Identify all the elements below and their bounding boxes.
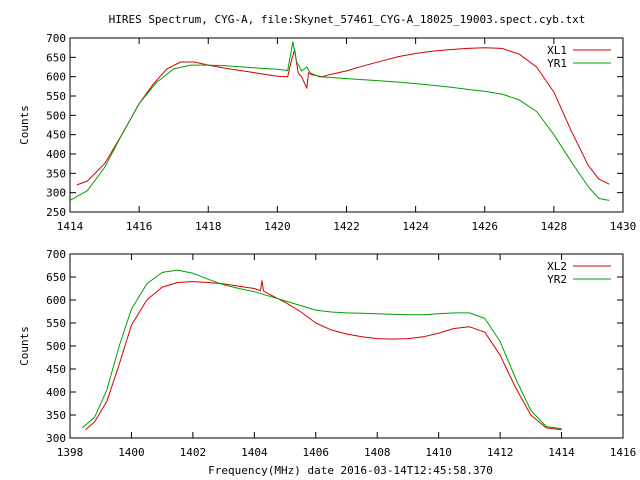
y-tick-label: 700 <box>46 248 66 261</box>
y-tick-label: 550 <box>46 317 66 330</box>
y-tick-label: 450 <box>46 129 66 142</box>
x-tick-label: 1410 <box>425 446 452 459</box>
y-tick-label: 600 <box>46 294 66 307</box>
legend-label-xl1: XL1 <box>547 44 567 57</box>
series-line-yr1 <box>69 41 610 201</box>
x-tick-label: 1416 <box>126 220 153 233</box>
x-tick-label: 1428 <box>541 220 568 233</box>
x-tick-label: 1402 <box>180 446 207 459</box>
x-tick-label: 1426 <box>472 220 499 233</box>
chart-title: HIRES Spectrum, CYG-A, file:Skynet_57461… <box>109 13 586 26</box>
x-tick-label: 1424 <box>402 220 429 233</box>
legend-label-yr1: YR1 <box>547 57 567 70</box>
plot-frame <box>69 253 624 439</box>
x-tick-label: 1416 <box>610 446 637 459</box>
series-line-xl1 <box>76 47 610 186</box>
y-tick-label: 550 <box>46 90 66 103</box>
x-tick-label: 1408 <box>364 446 391 459</box>
x-tick-label: 1430 <box>610 220 637 233</box>
x-tick-label: 1414 <box>57 220 84 233</box>
bottom-panel: 300 350 400 450 500 550 600 650 700 1398 1400 1402 1… <box>18 248 636 477</box>
y-axis-label: Counts <box>18 326 31 366</box>
y-tick-label: 400 <box>46 386 66 399</box>
legend-label-yr2: YR2 <box>547 273 567 286</box>
x-tick-label: 1400 <box>118 446 145 459</box>
y-tick-label: 500 <box>46 109 66 122</box>
plot-frame <box>69 37 624 213</box>
y-tick-label: 350 <box>46 409 66 422</box>
x-tick-label: 1420 <box>264 220 291 233</box>
legend-label-xl2: XL2 <box>547 260 567 273</box>
y-tick-label: 300 <box>46 187 66 200</box>
top-panel: 250 300 350 400 450 500 550 600 650 700 1414 1416 14… <box>18 32 636 233</box>
y-tick-label: 700 <box>46 32 66 45</box>
y-tick-label: 500 <box>46 340 66 353</box>
y-tick-label: 450 <box>46 363 66 376</box>
y-tick-label: 400 <box>46 148 66 161</box>
x-tick-label: 1404 <box>241 446 268 459</box>
series-line-xl2 <box>85 280 562 431</box>
y-tick-label: 650 <box>46 51 66 64</box>
x-tick-label: 1422 <box>333 220 360 233</box>
y-tick-label: 300 <box>46 432 66 445</box>
y-tick-label: 600 <box>46 71 66 84</box>
x-tick-label: 1418 <box>195 220 222 233</box>
x-tick-label: 1412 <box>487 446 514 459</box>
series-line-yr2 <box>81 269 562 430</box>
x-axis-label: Frequency(MHz) date 2016-03-14T12:45:58.… <box>208 464 493 477</box>
x-tick-label: 1398 <box>57 446 84 459</box>
x-tick-label: 1414 <box>548 446 575 459</box>
y-tick-label: 350 <box>46 167 66 180</box>
y-axis-label: Counts <box>18 105 31 145</box>
y-tick-label: 250 <box>46 206 66 219</box>
y-tick-label: 650 <box>46 271 66 284</box>
x-tick-label: 1406 <box>303 446 330 459</box>
